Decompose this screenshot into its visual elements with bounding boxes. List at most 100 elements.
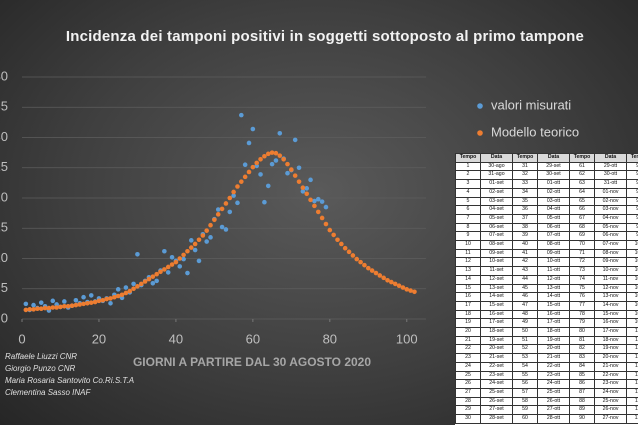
table-cell: 24-ott (537, 379, 570, 389)
table-cell: 06-nov (594, 231, 627, 242)
table-cell: 34 (512, 187, 538, 198)
table-cell: 13 (455, 266, 481, 276)
table-cell: 01-ott (537, 179, 570, 189)
x-tick-label: 100 (396, 331, 418, 346)
data-point (392, 281, 398, 287)
table-cell: 64 (569, 187, 595, 198)
table-cell: 84 (569, 361, 595, 372)
table-cell: 58 (512, 396, 538, 407)
table-cell: 19-nov (594, 344, 627, 355)
table-cell: 23 (455, 353, 481, 363)
table-cell: 105 (626, 283, 638, 294)
table-cell: 6 (455, 205, 481, 215)
table-cell: 45 (512, 283, 538, 294)
data-point (62, 299, 67, 304)
data-point (73, 302, 79, 308)
table-cell: 52 (512, 344, 538, 355)
table-cell: 09-set (480, 248, 513, 259)
x-tick-label: 40 (169, 331, 183, 346)
data-point (204, 239, 209, 244)
data-point (138, 281, 144, 287)
table-cell: 04-ott (537, 205, 570, 215)
data-point (127, 288, 133, 294)
data-point (327, 227, 333, 233)
data-point (296, 179, 302, 184)
table-cell: 47 (512, 300, 538, 311)
data-point (300, 189, 306, 194)
table-cell: 83 (569, 353, 595, 363)
table-cell: 78 (569, 309, 595, 320)
table-cell: 68 (569, 222, 595, 233)
data-point (289, 167, 294, 172)
table-cell: 01-set (480, 179, 513, 189)
data-point (377, 273, 383, 278)
table-cell: 53 (512, 353, 538, 363)
data-point (69, 303, 75, 308)
table-cell: 27-ott (537, 405, 570, 416)
table-cell: 108 (626, 309, 638, 320)
data-point (162, 267, 167, 272)
data-point (373, 270, 379, 276)
header-cell: Data (480, 153, 513, 163)
table-cell: 12-ott (537, 274, 570, 285)
table-cell: 22-nov (594, 370, 627, 381)
author: Clementina Sasso INAF (5, 388, 91, 397)
data-point (396, 283, 402, 289)
table-cell: 19 (455, 318, 481, 329)
data-point (300, 185, 306, 191)
table-cell: 116 (626, 379, 638, 389)
table-cell: 63 (569, 179, 595, 189)
data-point (108, 300, 113, 306)
table-cell: 65 (569, 196, 595, 207)
x-axis-label: GIORNI A PARTIRE DAL 30 AGOSTO 2020 (133, 355, 371, 369)
table-cell: 20-set (480, 344, 513, 355)
table-cell: 100 (626, 240, 638, 250)
data-point (319, 199, 325, 204)
data-point (31, 302, 36, 308)
table-cell: 56 (512, 379, 538, 389)
data-point (412, 289, 417, 295)
y-tick-label: 0 (1, 310, 8, 325)
legend-marker (477, 130, 483, 136)
table-cell: 28-ott (537, 414, 570, 424)
table-cell: 11-ott (537, 266, 570, 276)
data-point (381, 275, 386, 281)
table-cell: 61 (569, 161, 595, 172)
data-point (269, 161, 275, 167)
table-cell: 117 (626, 388, 638, 398)
table-cell: 21-set (480, 353, 513, 363)
table-cell: 88 (569, 396, 595, 407)
data-point (46, 305, 52, 311)
data-point (31, 307, 36, 312)
table-cell: 01-nov (594, 187, 627, 198)
table-cell: 38 (512, 222, 538, 233)
table-cell: 42 (512, 257, 538, 268)
data-point (292, 173, 298, 178)
data-point (188, 238, 194, 243)
data-point (73, 297, 79, 303)
table-cell: 23-set (480, 370, 513, 381)
table-cell: 11-nov (594, 274, 627, 285)
y-tick-label: 35 (0, 99, 8, 114)
table-cell: 15 (455, 283, 481, 294)
header-cell: Tempo (512, 153, 538, 163)
table-cell: 29-set (537, 161, 570, 172)
data-point (254, 160, 260, 166)
table-cell: 103 (626, 266, 638, 276)
y-tick-label: 40 (0, 68, 8, 83)
data-point (365, 265, 371, 271)
data-point (235, 200, 240, 206)
data-point (135, 251, 140, 257)
data-point (258, 172, 263, 177)
table-cell: 50 (512, 327, 538, 337)
table-cell: 29-ott (594, 161, 627, 172)
data-point (227, 209, 233, 215)
table-cell: 107 (626, 300, 638, 311)
y-tick-label: 5 (1, 280, 8, 295)
